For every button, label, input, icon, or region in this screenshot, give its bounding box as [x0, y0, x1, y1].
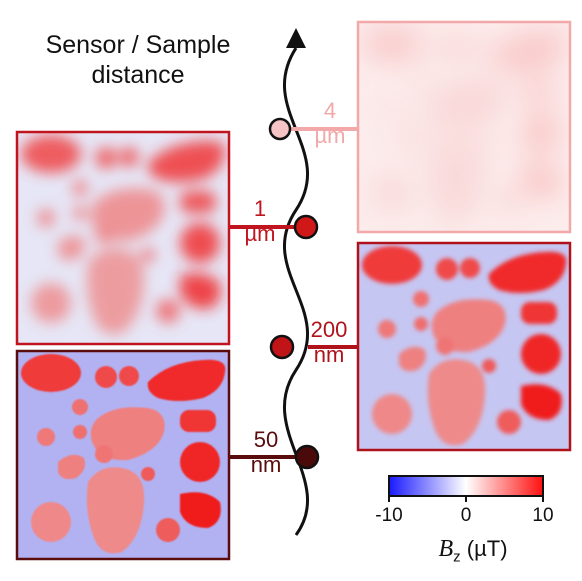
colorbar-mid-label: 0	[460, 505, 472, 526]
colorbar-subscript: z	[453, 548, 461, 566]
marker-200nm	[269, 334, 295, 360]
colorbar-unit: (µT)	[466, 536, 508, 561]
marker-50nm	[294, 444, 320, 470]
marker-4um	[268, 117, 292, 141]
marker-1um	[293, 214, 319, 240]
colorbar-axis-label: Bz (µT)	[398, 536, 548, 565]
map-200nm	[358, 243, 570, 450]
distance-label-4um: 4 µm	[314, 98, 346, 148]
title-line-1: Sensor / Sample	[45, 31, 231, 59]
title-line-2: distance	[91, 61, 185, 89]
map-1um	[17, 132, 229, 344]
distance-label-200nm: 200 nm	[310, 317, 348, 367]
distance-label-1um: 1 µm	[244, 196, 276, 246]
arrow-head-icon	[286, 28, 306, 48]
map-50nm	[17, 351, 229, 559]
map-4um	[358, 22, 570, 232]
distance-label-50nm: 50 nm	[250, 427, 282, 477]
colorbar-max-label: 10	[532, 505, 554, 526]
diagram-title: Sensor / Sample distance	[18, 30, 258, 90]
colorbar-symbol: B	[438, 536, 454, 562]
colorbar-min-label: -10	[375, 505, 403, 526]
colorbar	[388, 475, 544, 497]
